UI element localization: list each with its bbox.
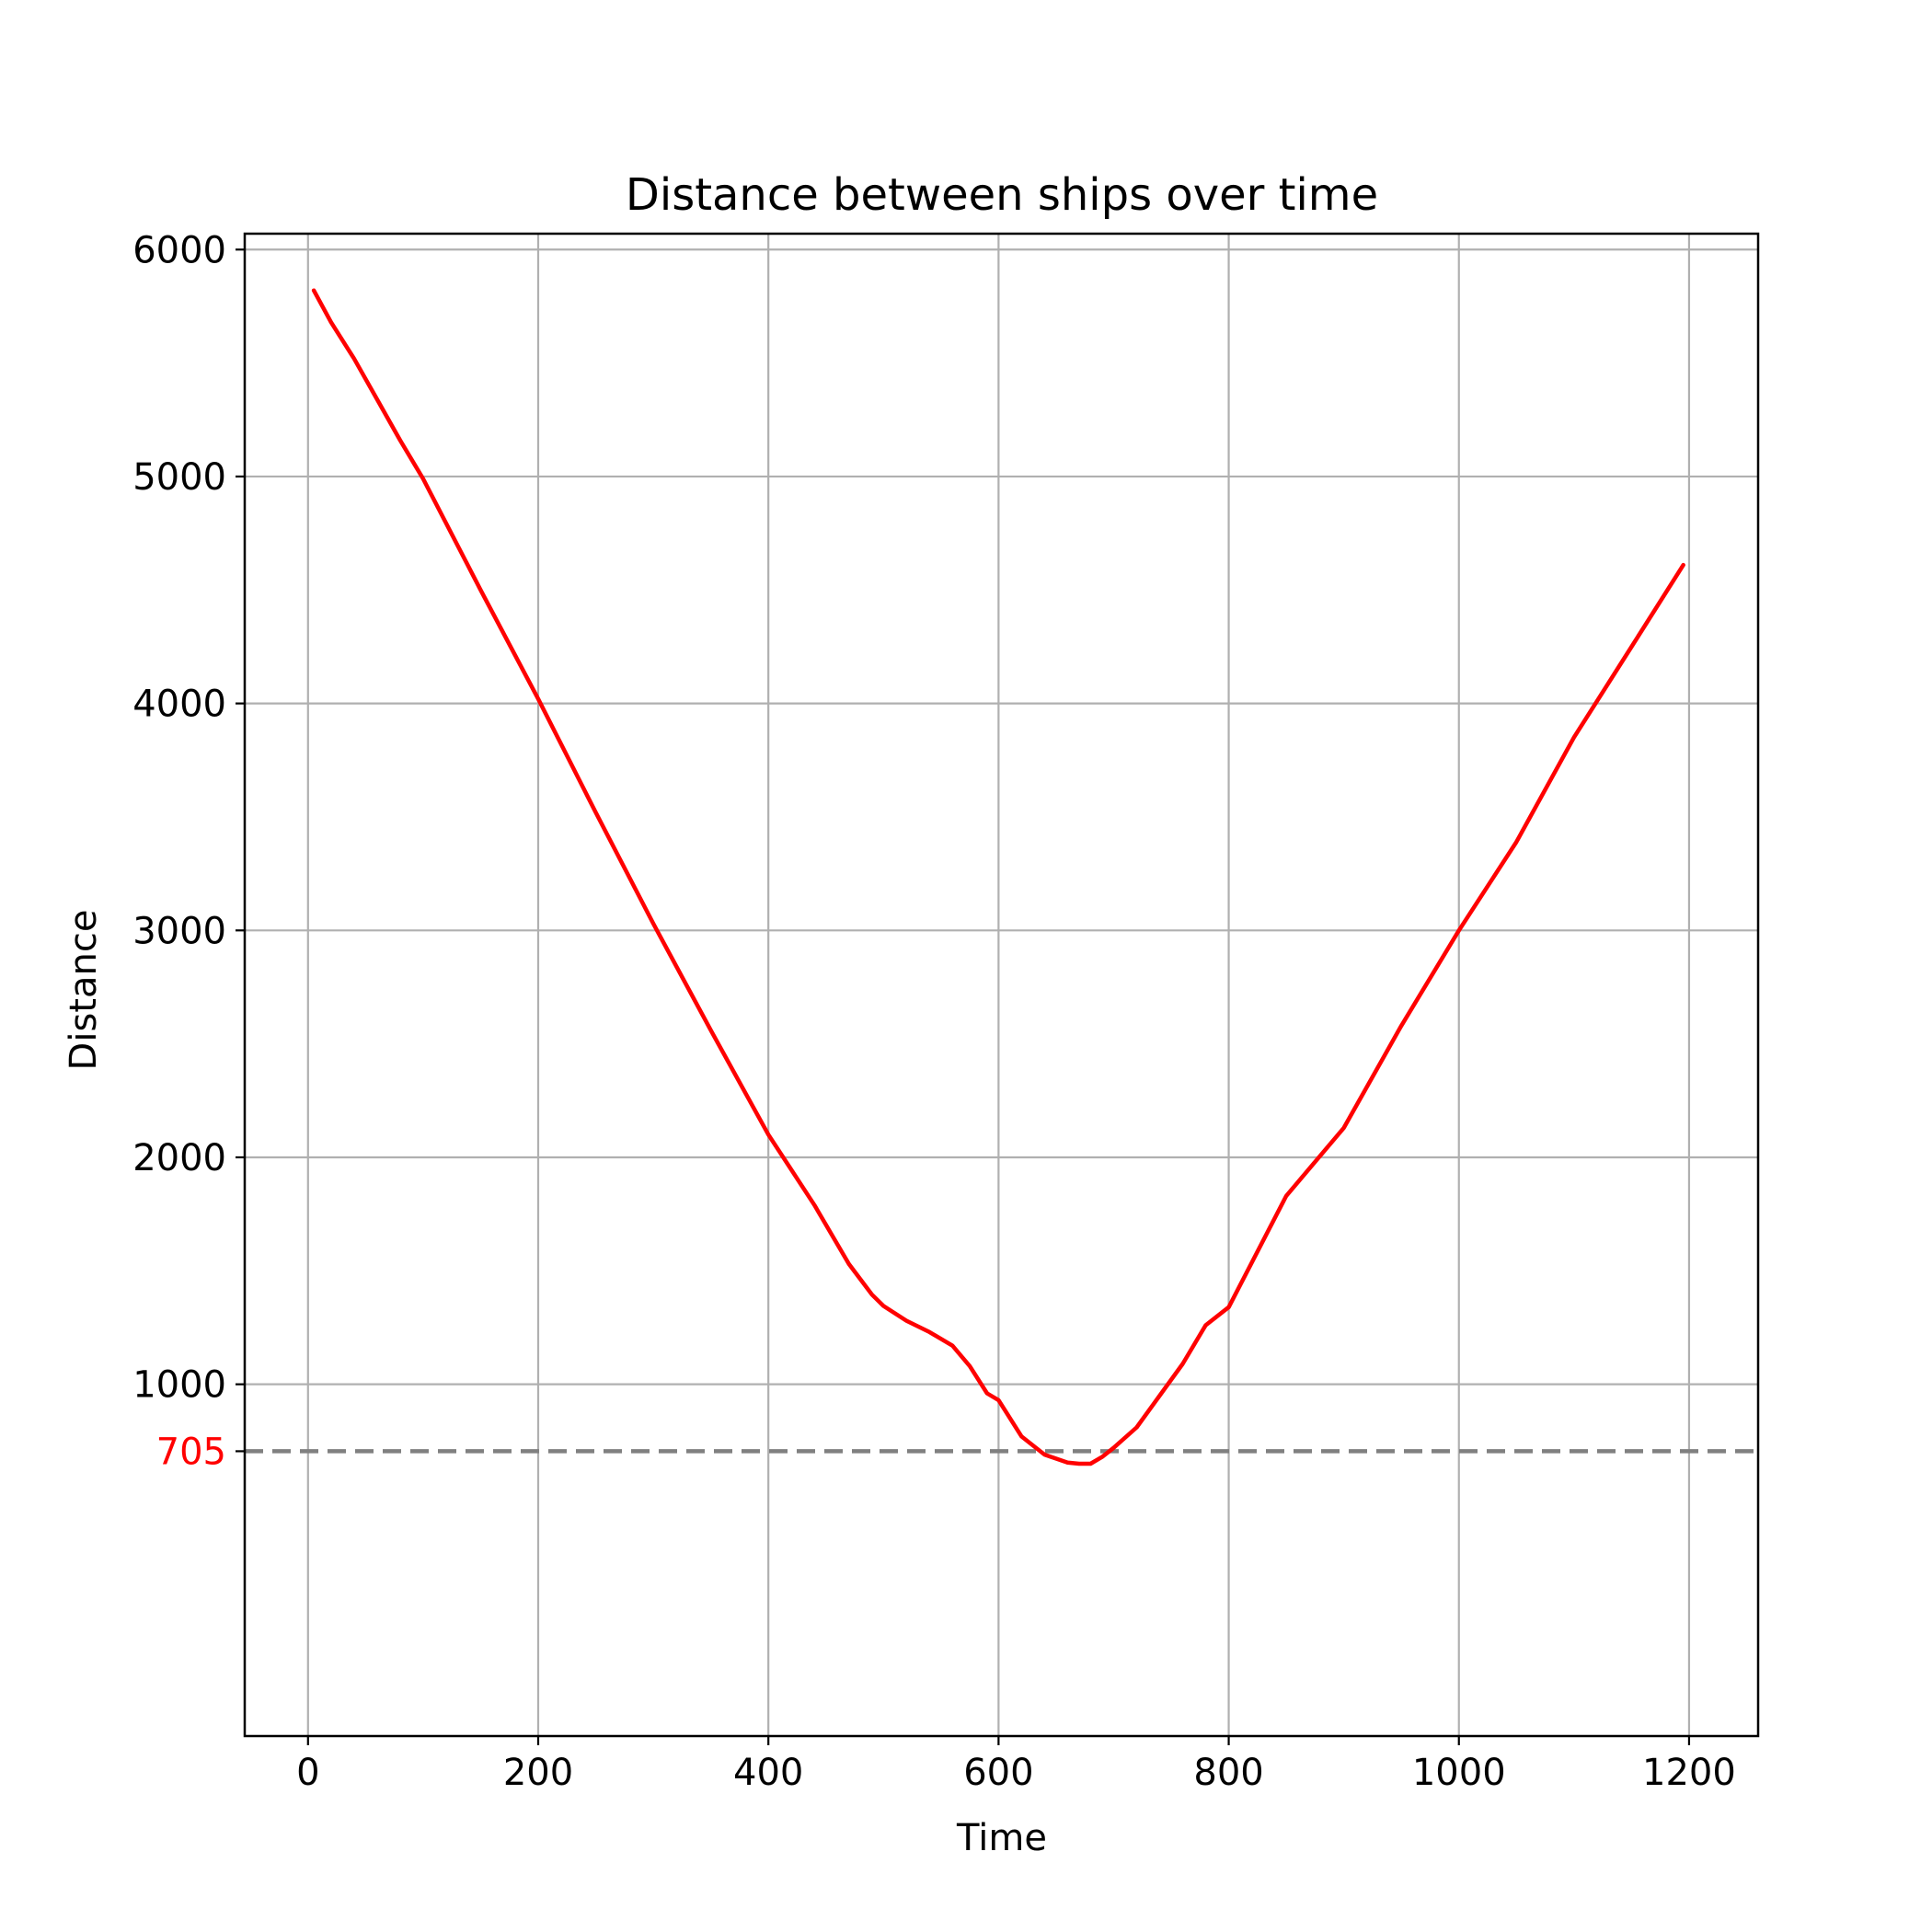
x-tick-label: 0 [296,1752,319,1794]
x-tick-label: 800 [1193,1752,1263,1794]
x-axis-label: Time [956,1817,1047,1859]
x-tick-label: 600 [963,1752,1033,1794]
x-tick-label: 1000 [1412,1752,1506,1794]
y-axis-ticks: 1000 2000 3000 4000 5000 6000 705 [132,229,245,1473]
y-tick-label: 2000 [132,1137,226,1179]
x-tick-label: 200 [503,1752,573,1794]
y-tick-label: 1000 [132,1364,226,1407]
reference-line-label: 705 [156,1431,226,1473]
y-tick-label: 5000 [132,456,226,499]
x-tick-label: 400 [733,1752,803,1794]
chart-title: Distance between ships over time [626,169,1378,221]
plot-frame [243,232,1760,1738]
x-axis-ticks: 0 200 400 600 800 1000 1200 [296,1736,1736,1794]
x-tick-label: 1200 [1642,1752,1736,1794]
y-tick-label: 6000 [132,229,226,271]
y-axis-label: Distance [63,910,105,1071]
series-group [311,288,1685,1466]
y-tick-label: 4000 [132,684,226,726]
series-line-0 [311,288,1685,1466]
grid [245,234,1758,1736]
y-tick-label: 3000 [132,910,226,952]
